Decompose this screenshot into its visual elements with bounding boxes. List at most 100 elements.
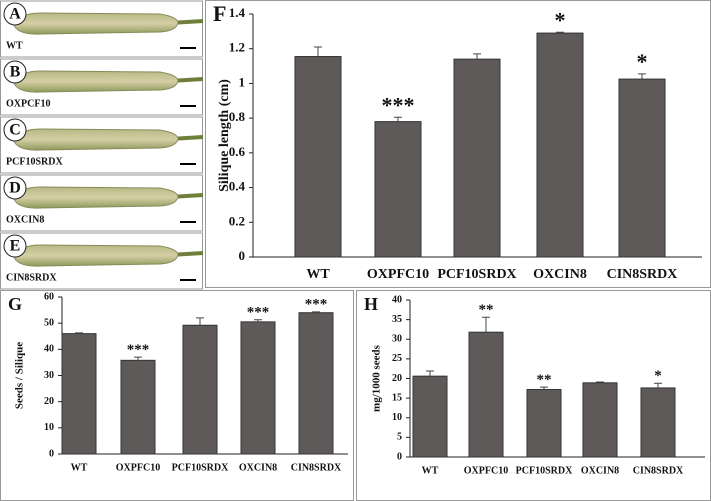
x-tick-label: CIN8SRDX [607, 267, 678, 282]
panel-letter-circle [3, 176, 27, 200]
photo-label: CIN8SRDX [6, 272, 57, 283]
panel-letter: E [10, 238, 21, 255]
y-tick-label: 1 [239, 74, 246, 89]
panel-letter: A [9, 6, 21, 23]
silique [13, 244, 179, 267]
panel-letter: D [9, 180, 21, 197]
bar [536, 32, 584, 258]
y-tick-label: 0 [49, 448, 54, 459]
y-tick-label: 0.4 [229, 179, 246, 194]
bar [526, 388, 562, 458]
panel-letter-circle [3, 234, 27, 258]
error-bar [394, 116, 402, 122]
y-tick-label: 40 [392, 294, 402, 305]
photo-panel: D OXCIN8 [0, 174, 204, 232]
x-tick-label: OXPFC10 [464, 465, 508, 476]
y-tick-label: 0.6 [229, 144, 246, 159]
bar [468, 331, 504, 458]
y-tick-label: 40 [44, 344, 54, 355]
significance-label: * [654, 368, 662, 384]
panel-letter: H [364, 294, 378, 314]
y-tick-label: 20 [392, 373, 402, 384]
x-tick-label: CIN8SRDX [633, 465, 684, 476]
x-tick-label: CIN8SRDX [291, 462, 342, 473]
x-tick-label: OXCIN8 [533, 267, 587, 282]
error-bar [654, 382, 662, 388]
error-bar [596, 381, 604, 383]
error-bar [134, 356, 142, 361]
y-tick-label: 35 [392, 314, 402, 325]
panel-frame [0, 290, 354, 501]
silique [13, 186, 179, 209]
y-tick-label: 20 [44, 396, 54, 407]
y-tick-label: 0 [397, 451, 402, 462]
chart-panel: G 0 10 20 30 40 50 60 Seeds / Silique WT OXPFC10 **… [0, 290, 354, 501]
error-bar [473, 53, 481, 60]
x-tick-label: OXCIN8 [581, 465, 619, 476]
photo-panel: A WT [0, 0, 204, 58]
bar [298, 312, 334, 455]
silique [13, 12, 179, 35]
y-tick-label: 1.2 [229, 40, 245, 55]
bar [61, 333, 97, 455]
error-bar [638, 73, 646, 80]
bar [182, 324, 218, 455]
bar [120, 359, 156, 455]
y-tick-label: 1.4 [229, 5, 246, 20]
y-tick-label: 30 [44, 370, 54, 381]
bar [618, 78, 666, 258]
error-bar [556, 31, 564, 34]
photo-label: PCF10SRDX [6, 156, 63, 167]
panel-letter: G [8, 294, 22, 314]
silique [13, 128, 179, 151]
bar [582, 382, 618, 458]
y-axis-label: Seeds / Silique [14, 342, 26, 409]
chart-panel: H 0 5 10 15 20 25 30 35 40 mg/1000 seeds WT OXPFC10 *… [356, 290, 711, 501]
significance-label: ** [537, 372, 552, 388]
y-tick-label: 0.8 [229, 109, 246, 124]
y-axis-label: Silique length (cm) [217, 79, 232, 192]
significance-label: * [555, 7, 566, 32]
y-tick-label: 30 [392, 334, 402, 345]
x-tick-label: WT [71, 462, 88, 473]
error-bar [540, 386, 548, 390]
bar [412, 375, 448, 458]
significance-label: ** [479, 302, 494, 318]
chart-panel: F 0 0.2 0.4 0.6 0.8 1 1.2 1.4 Silique length (cm)… [205, 0, 711, 288]
y-tick-label: 10 [392, 412, 402, 423]
x-tick-label: PCF10SRDX [437, 267, 516, 282]
panel-letter-circle [3, 118, 27, 142]
x-tick-label: PCF10SRDX [172, 462, 229, 473]
x-tick-label: PCF10SRDX [516, 465, 573, 476]
x-tick-label: OXCIN8 [239, 462, 277, 473]
bar [640, 387, 676, 458]
y-tick-label: 15 [392, 392, 402, 403]
silique [13, 70, 179, 93]
photo-label: OXPCF10 [6, 98, 50, 109]
bar [294, 56, 342, 258]
error-bar [254, 319, 262, 322]
error-bar [196, 317, 204, 326]
y-tick-label: 0 [239, 248, 246, 263]
significance-label: *** [247, 304, 270, 320]
significance-label: *** [127, 342, 150, 358]
x-tick-label: OXPFC10 [367, 267, 429, 282]
error-bar [312, 311, 320, 313]
photo-panel: E CIN8SRDX [0, 232, 204, 290]
significance-label: *** [305, 297, 328, 313]
y-tick-label: 0.2 [229, 213, 245, 228]
photo-label: WT [6, 40, 23, 51]
bar [240, 321, 276, 455]
x-tick-label: WT [422, 465, 439, 476]
significance-label: * [637, 49, 648, 74]
bar [453, 58, 501, 258]
y-tick-label: 50 [44, 317, 54, 328]
y-tick-label: 10 [44, 422, 54, 433]
error-bar [426, 370, 434, 377]
x-tick-label: OXPFC10 [116, 462, 160, 473]
y-tick-label: 5 [397, 432, 402, 443]
significance-label: *** [382, 92, 415, 117]
panel-letter-circle [3, 60, 27, 84]
x-tick-label: WT [306, 267, 330, 282]
error-bar [482, 316, 490, 333]
